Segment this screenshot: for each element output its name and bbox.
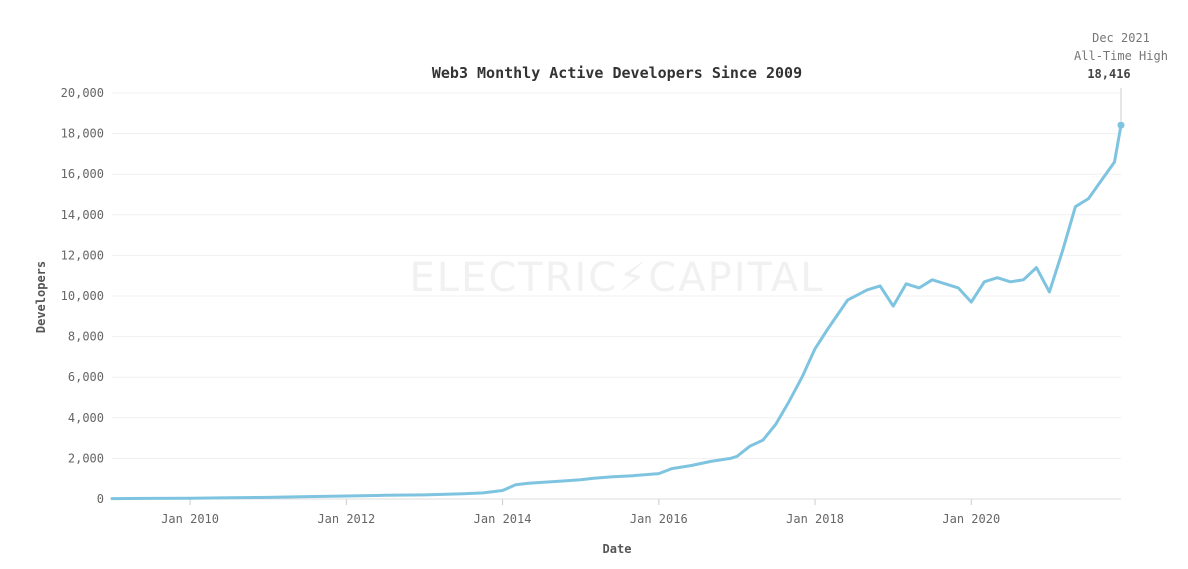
y-tick-label: 8,000 xyxy=(68,330,104,344)
y-tick-label: 20,000 xyxy=(61,86,104,100)
y-tick-label: 16,000 xyxy=(61,167,104,181)
x-tick-label: Jan 2012 xyxy=(317,512,375,526)
x-tick-label: Jan 2016 xyxy=(630,512,688,526)
y-tick-label: 12,000 xyxy=(61,248,104,262)
y-axis-label: Developers xyxy=(34,261,48,333)
developers-series-line xyxy=(110,123,1123,501)
x-tick-label: Jan 2010 xyxy=(161,512,219,526)
x-tick-label: Jan 2020 xyxy=(942,512,1000,526)
annotation-point xyxy=(1117,121,1125,129)
y-tick-label: 14,000 xyxy=(61,208,104,222)
y-tick-label: 0 xyxy=(97,492,104,506)
x-tick-label: Jan 2014 xyxy=(474,512,532,526)
annotation-value: 18,416 xyxy=(1087,67,1130,81)
y-tick-label: 2,000 xyxy=(68,451,104,465)
annotation-date: Dec 2021 xyxy=(1092,31,1150,45)
y-tick-label: 6,000 xyxy=(68,370,104,384)
watermark-text: ELECTRIC⚡CAPITAL xyxy=(410,255,825,301)
y-tick-label: 10,000 xyxy=(61,289,104,303)
x-tick-label: Jan 2018 xyxy=(786,512,844,526)
y-axis-ticks: 0 2,000 4,000 6,000 8,000 10,000 12,000 14,000 1… xyxy=(61,86,104,506)
chart-title: Web3 Monthly Active Developers Since 200… xyxy=(432,64,802,82)
x-axis-label: Date xyxy=(603,542,632,556)
x-axis-ticks: Jan 2010 Jan 2012 Jan 2014 Jan 2016 Jan 2018… xyxy=(112,498,1121,526)
annotation-caption: All-Time High xyxy=(1074,49,1168,63)
y-tick-label: 4,000 xyxy=(68,411,104,425)
y-tick-label: 18,000 xyxy=(61,127,104,141)
gridlines xyxy=(112,92,1121,500)
